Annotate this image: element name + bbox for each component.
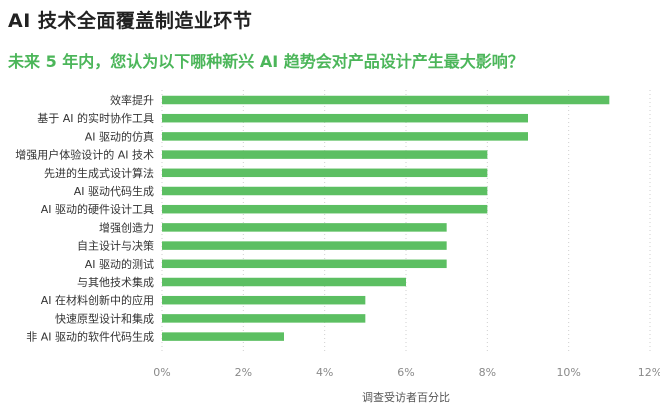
bar [162,204,488,214]
category-label: 基于 AI 的实时协作工具 [37,111,154,125]
chart-title: AI 技术全面覆盖制造业环节 [8,10,253,32]
x-tick-label: 2% [235,366,252,379]
bar [162,113,528,123]
category-label: AI 驱动的仿真 [85,129,154,143]
bar [162,241,447,250]
bar [162,95,610,105]
category-label: 增强用户体验设计的 AI 技术 [15,148,154,162]
x-tick-label: 10% [556,366,580,379]
grid-lines [161,90,651,352]
chart-subtitle: 未来 5 年内，您认为以下哪种新兴 AI 趋势会对产品设计产生最大影响？ [8,52,524,71]
bar [162,259,447,269]
bar [162,314,366,323]
x-tick-label: 0% [153,366,170,379]
x-tick-label: 6% [397,366,414,379]
category-label: 快速原型设计和集成 [55,311,154,325]
bar [162,295,366,305]
bar [162,168,488,178]
bar [162,150,488,159]
category-label: 效率提升 [110,93,154,107]
category-label: AI 在材料创新中的应用 [41,293,154,307]
category-label: 非 AI 驱动的软件代码生成 [26,330,154,344]
category-label: 增强创造力 [99,220,154,234]
x-tick-label: 4% [316,366,333,379]
bar [162,277,406,287]
x-tick-labels: 0% 2% 4% 6% 8% 10% 12% [153,366,660,379]
category-label: 先进的生成式设计算法 [44,166,154,180]
x-axis-title: 调查受访者百分比 [362,390,450,404]
category-label: 与其他技术集成 [77,275,154,289]
x-tick-label: 12% [638,366,660,379]
category-label: AI 驱动的硬件设计工具 [41,202,154,216]
category-label: AI 驱动代码生成 [74,184,154,198]
bar [162,132,528,141]
bar [162,186,488,196]
bar [162,332,284,341]
x-tick-label: 8% [479,366,496,379]
bars [162,95,610,341]
category-label: 自主设计与决策 [77,239,154,253]
bar [162,223,447,232]
category-label: AI 驱动的测试 [85,257,154,271]
